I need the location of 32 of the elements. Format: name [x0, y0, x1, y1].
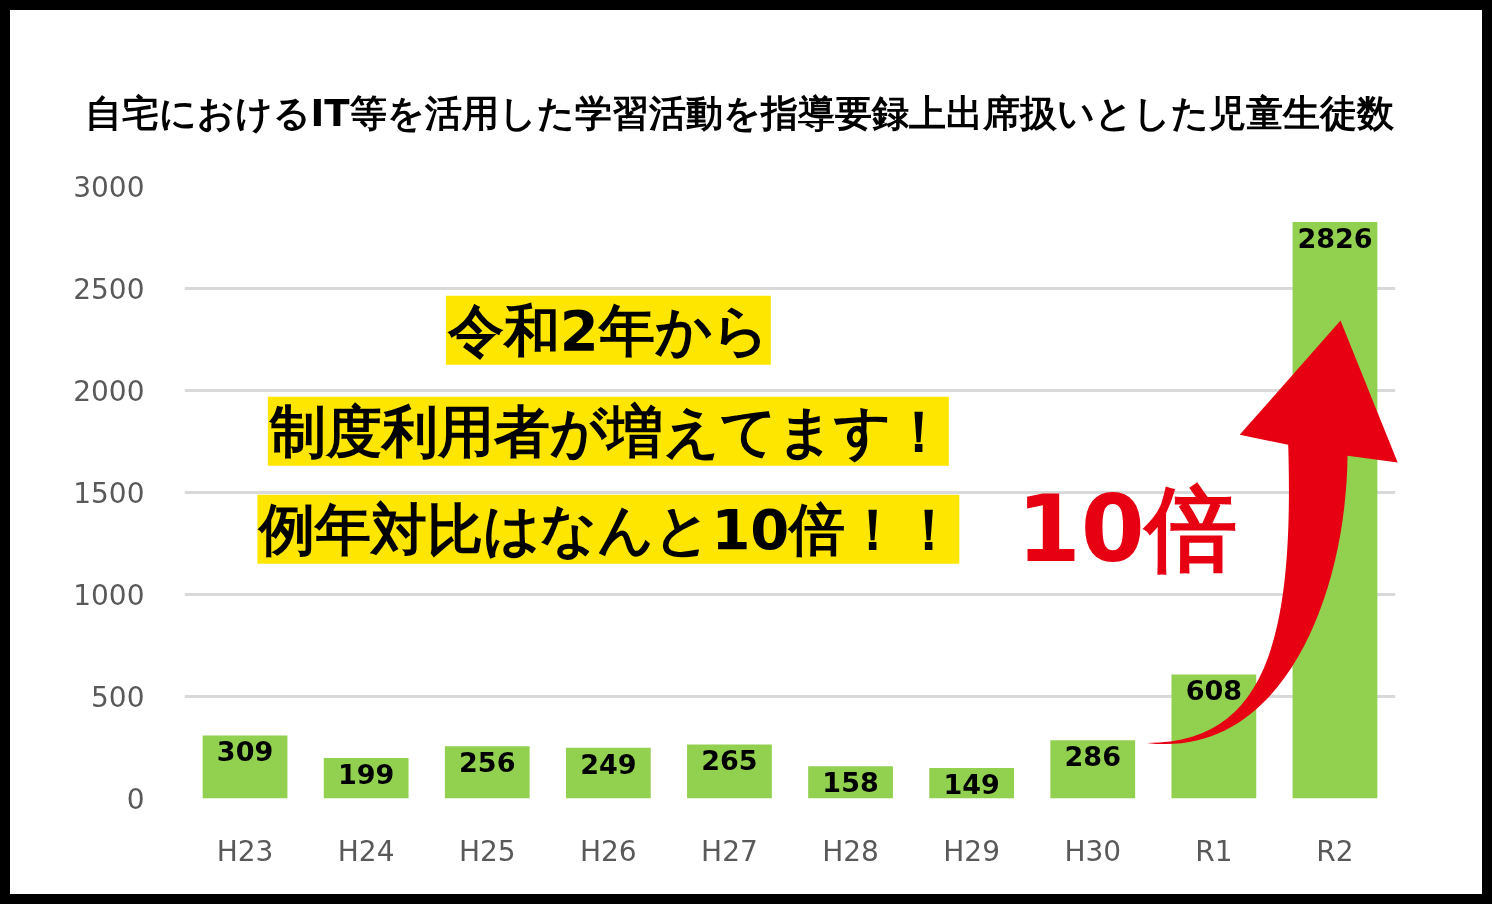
- data-label: 149: [943, 769, 1000, 801]
- x-tick-label: H30: [1064, 834, 1122, 868]
- annotation: 10倍: [1016, 475, 1237, 583]
- x-tick-label: R2: [1316, 834, 1354, 868]
- data-label: 2826: [1297, 223, 1373, 254]
- y-tick-label: 2000: [73, 375, 145, 408]
- chart-title: 自宅におけるIT等を活用した学習活動を指導要録上出席扱いとした児童生徒数: [84, 91, 1395, 135]
- data-label: 199: [337, 758, 395, 790]
- x-tick-label: H26: [580, 834, 637, 868]
- x-tick-label: H25: [458, 834, 516, 868]
- data-label: 158: [822, 767, 879, 799]
- y-tick-label: 1000: [73, 579, 145, 612]
- y-tick-label: 500: [91, 681, 145, 714]
- data-label: 286: [1064, 741, 1121, 773]
- x-tick-label: R1: [1195, 834, 1233, 868]
- x-tick-label: H29: [943, 834, 1000, 868]
- y-tick-label: 3000: [73, 171, 145, 204]
- data-label: 309: [216, 736, 274, 768]
- annotation: 制度利用者が増えてます！: [267, 398, 947, 464]
- annotation: 令和2年から: [446, 297, 769, 363]
- annotation: 例年対比はなんと10倍！！: [257, 496, 958, 562]
- y-tick-label: 2500: [73, 273, 145, 306]
- x-tick-label: H28: [822, 834, 879, 868]
- x-tick-label: H24: [337, 834, 395, 868]
- x-tick-label: H23: [216, 834, 274, 868]
- x-tick-label: H27: [701, 834, 758, 868]
- data-label: 249: [580, 748, 637, 780]
- data-label: 256: [459, 747, 516, 779]
- y-tick-label: 0: [126, 783, 145, 816]
- y-tick-label: 1500: [73, 477, 145, 510]
- data-label: 608: [1185, 675, 1243, 707]
- data-label: 265: [701, 745, 758, 777]
